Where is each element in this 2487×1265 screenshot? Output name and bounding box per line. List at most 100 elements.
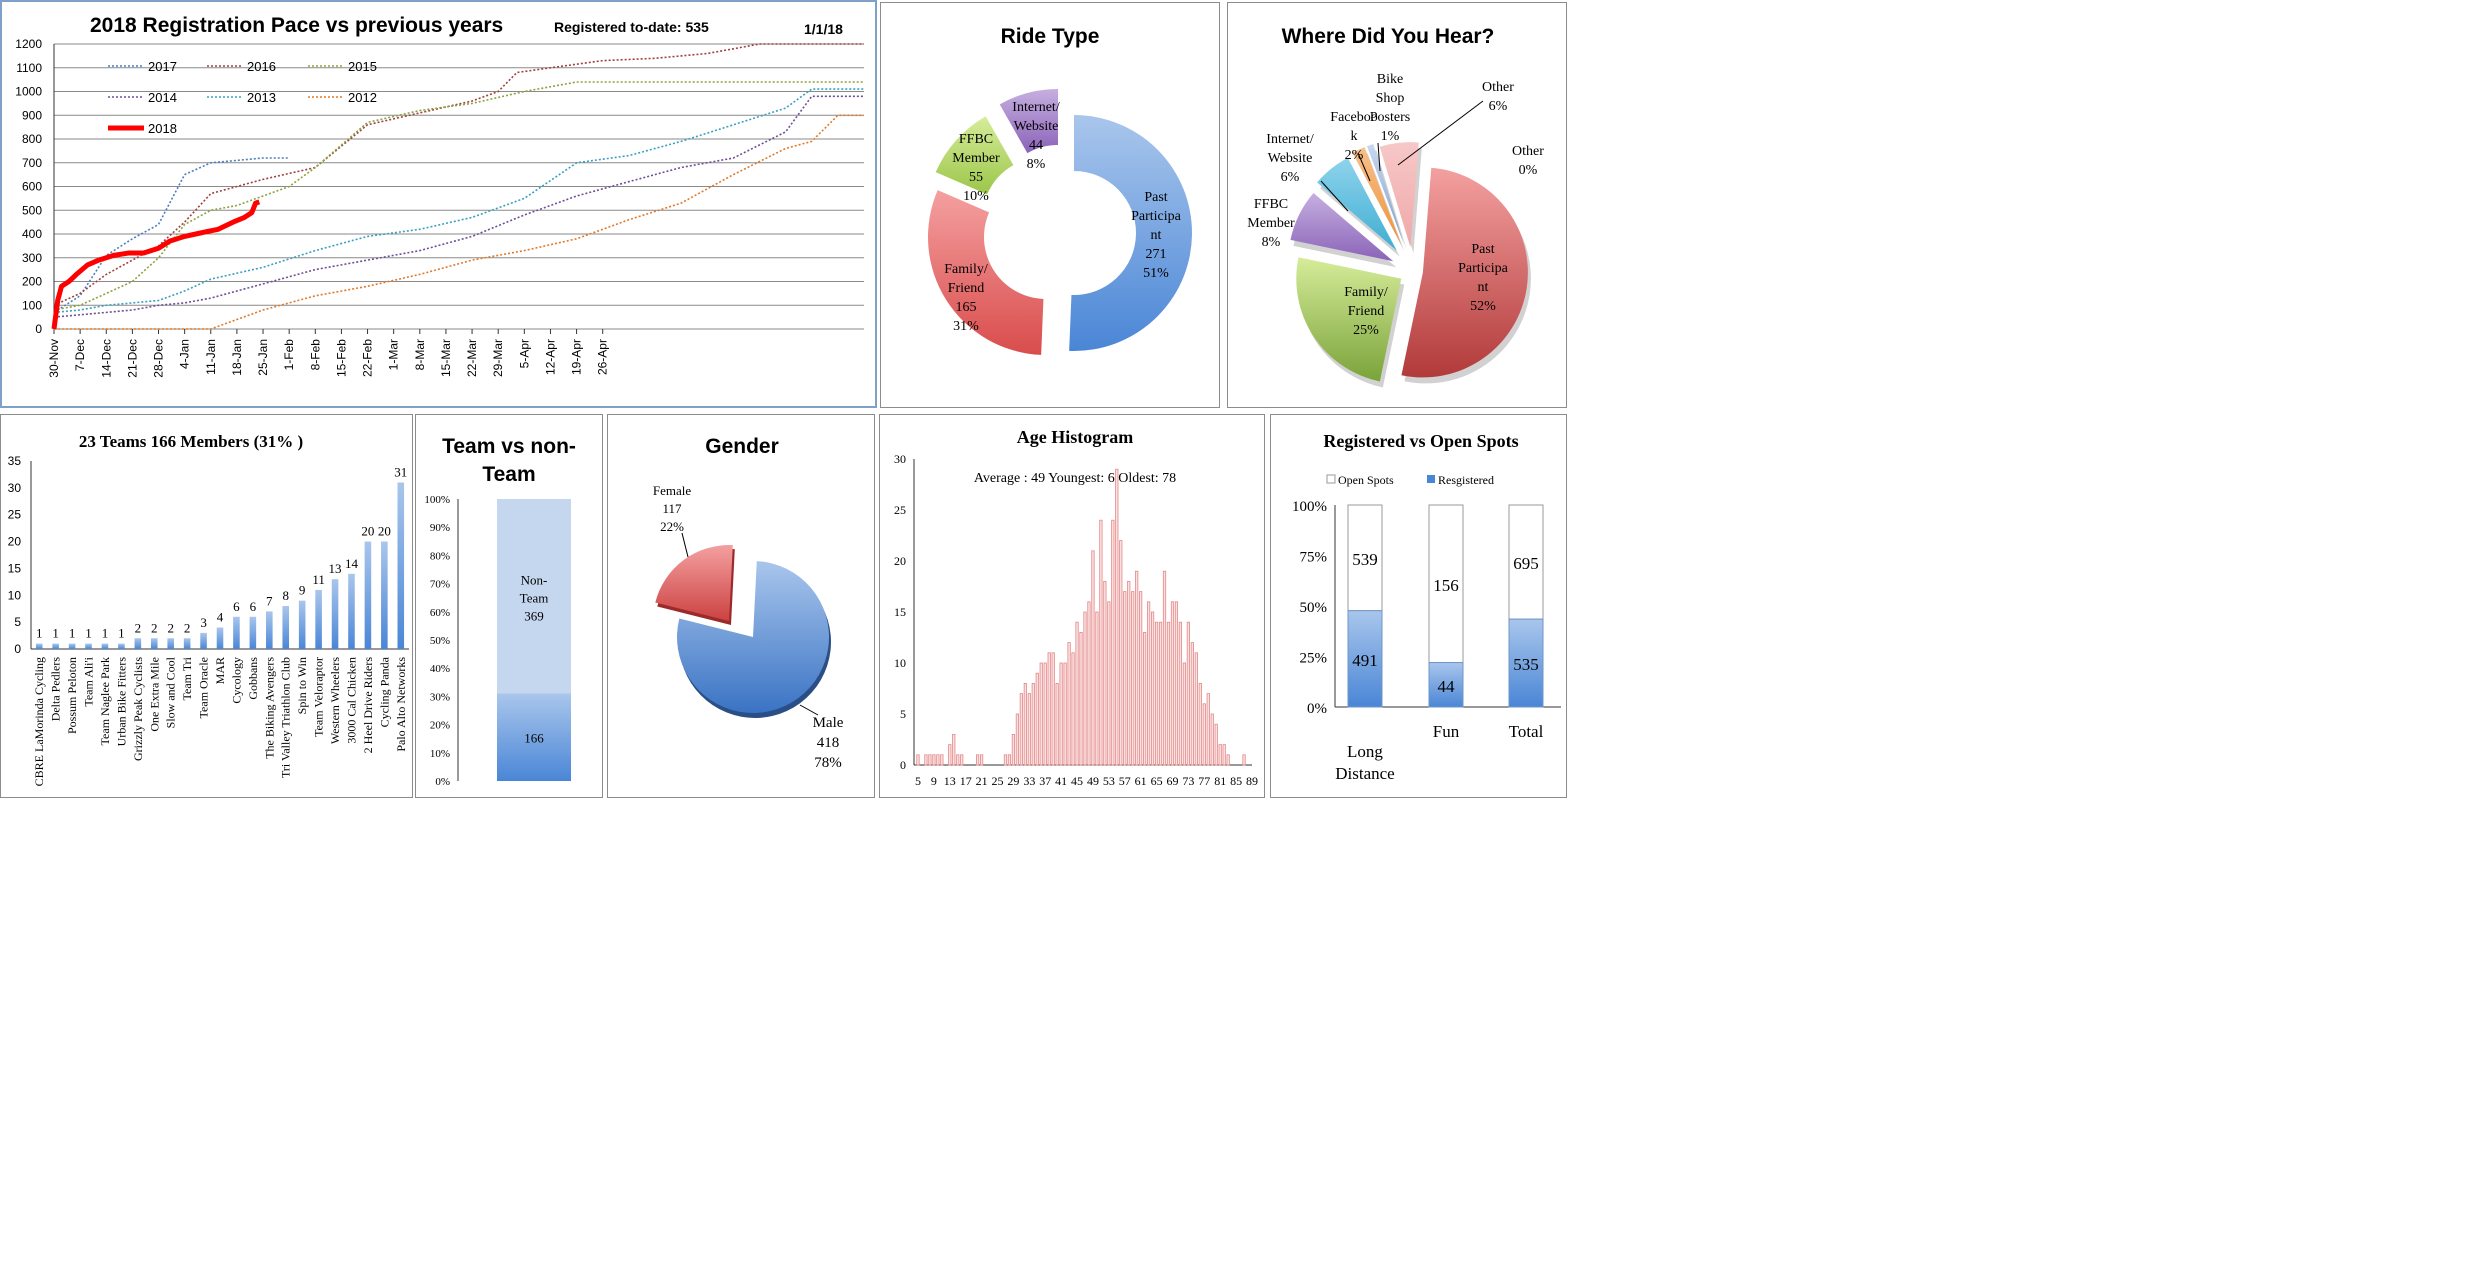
slice-label: 8% [1262, 235, 1281, 250]
slice-label: 117 [662, 501, 682, 516]
y-tick-label: 30 [894, 452, 906, 466]
y-tick-label: 200 [22, 275, 42, 289]
bar [1043, 662, 1047, 766]
slice-bike-shop-posters [1366, 144, 1404, 245]
bar [1214, 723, 1218, 766]
segment-label: Non- [521, 572, 548, 587]
bar [940, 754, 944, 766]
bar [1154, 621, 1159, 766]
bar [1222, 744, 1226, 766]
teams-chart: 23 Teams 166 Members (31% ) 0 5 10 15 20 25 30 3… [8, 432, 409, 786]
x-tick-label: 49 [1087, 774, 1099, 788]
slice-label: 6% [1489, 99, 1508, 114]
slice-label: 418 [817, 735, 840, 751]
data-label: 4 [217, 610, 224, 625]
spots-panel: Registered vs Open Spots Open Spots Resgis… [1270, 414, 1567, 798]
bar [924, 754, 928, 766]
leader-line [1357, 152, 1371, 182]
y-tick-label: 300 [22, 251, 42, 265]
slice-label: 2% [1345, 148, 1364, 163]
segment-registered [1508, 618, 1544, 708]
spots-chart: Registered vs Open Spots Open Spots Resgis… [1292, 431, 1561, 783]
bar [1111, 519, 1115, 766]
bar [1119, 540, 1123, 766]
x-tick-label: 22-Feb [361, 339, 375, 377]
legend-label-registered: Resgistered [1438, 473, 1494, 487]
bar [200, 632, 207, 649]
x-tick-label: 29-Mar [491, 339, 505, 377]
bar [397, 482, 405, 649]
y-tick-label: 100% [424, 494, 450, 506]
bar [956, 754, 960, 766]
x-tick-label: 1-Feb [282, 339, 296, 371]
data-label: 2 [135, 620, 142, 635]
bar [1031, 682, 1035, 766]
y-tick-label: 1100 [16, 61, 42, 75]
legend-label-2015: 2015 [348, 59, 377, 74]
x-tick-label: Spin to Win [295, 657, 309, 714]
x-tick-label: 61 [1135, 774, 1147, 788]
bar [1202, 703, 1206, 766]
bar [1170, 601, 1175, 766]
segment-label: 166 [524, 730, 544, 745]
legend-label-2013: 2013 [247, 90, 276, 105]
bar [1079, 631, 1083, 766]
x-tick-label: 4-Jan [178, 339, 192, 369]
segment-team [497, 693, 571, 781]
x-tick-label: Gobbans [246, 657, 260, 700]
y-tick-label: 15 [894, 605, 906, 619]
data-label: 1 [69, 626, 76, 641]
y-tick-label: 50% [1300, 600, 1328, 616]
x-tick-label: Team Ali'i [82, 656, 96, 706]
legend-swatch-registered [1427, 475, 1435, 483]
bar [1027, 693, 1031, 766]
bar [960, 754, 964, 766]
chart-annotation: Average : 49 Youngest: 6 Oldest: 78 [974, 471, 1176, 486]
ride-type-chart: Ride Type Past Participa nt 271 51% Family/Fri… [928, 25, 1192, 355]
slice-label: 165 [956, 300, 977, 315]
slice-label: nt [1151, 228, 1162, 243]
series-2017 [53, 157, 290, 314]
bar [976, 754, 980, 766]
slice-label: 1% [1381, 129, 1400, 144]
bar [1206, 693, 1210, 766]
bar [266, 611, 273, 649]
bar [1166, 621, 1171, 766]
x-tick-label: 21-Dec [125, 339, 139, 378]
x-tick-label: CBRE LaMorinda Cycling [32, 657, 46, 786]
slice-label: 271 [1146, 247, 1167, 262]
hear-panel: Where Did You Hear? Past Participa nt 52% Fam… [1227, 2, 1567, 408]
x-tick-label: 8-Mar [413, 339, 427, 370]
x-tick-label: Delta Pedlers [49, 657, 63, 722]
bar [1099, 519, 1103, 766]
data-label: 1 [36, 626, 43, 641]
slice-internet-website [1317, 157, 1397, 251]
data-label: 11 [312, 572, 325, 587]
bar [85, 643, 92, 649]
age-chart: Age Histogram Average : 49 Youngest: 6 Ol… [894, 427, 1258, 788]
x-tick-label: One Extra Mile [147, 657, 161, 732]
segment-registered [1347, 610, 1383, 708]
slice-label: 52% [1470, 299, 1496, 314]
bar [1174, 601, 1179, 766]
bar [1123, 591, 1127, 766]
slice-label: Other [1482, 80, 1514, 95]
x-tick-label: Distance [1335, 764, 1394, 783]
pace-panel: 2018 Registration Pace vs previous years… [0, 0, 877, 408]
chart-title: 23 Teams 166 Members (31% ) [79, 432, 303, 451]
data-label: 539 [1352, 550, 1378, 569]
x-tick-label: 30-Nov [47, 339, 61, 378]
bar [1143, 631, 1147, 766]
bar [1162, 570, 1167, 766]
data-label: 7 [266, 593, 273, 608]
chart-title: Team vs non- [442, 435, 576, 458]
slice-label: Friend [948, 281, 985, 296]
bar [1039, 662, 1043, 766]
x-tick-label: 89 [1246, 774, 1258, 788]
y-tick-label: 400 [22, 227, 42, 241]
segment-label: Team [520, 590, 549, 605]
x-tick-label: The Biking Avengers [262, 657, 276, 759]
leader-line [681, 532, 689, 558]
bar [1095, 611, 1099, 766]
slice-label: Website [1268, 151, 1313, 166]
